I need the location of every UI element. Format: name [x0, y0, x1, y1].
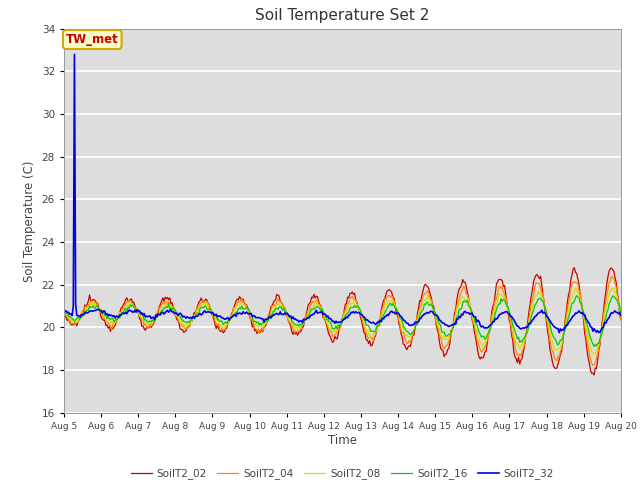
Text: TW_met: TW_met: [66, 33, 118, 46]
SoilT2_04: [617, 316, 625, 322]
SoilT2_04: [607, 273, 615, 279]
SoilT2_08: [566, 300, 573, 306]
SoilT2_02: [570, 265, 578, 271]
SoilT2_04: [469, 320, 477, 326]
SoilT2_16: [60, 307, 68, 313]
SoilT2_32: [470, 314, 478, 320]
SoilT2_04: [589, 362, 596, 368]
SoilT2_16: [469, 313, 477, 319]
SoilT2_04: [399, 331, 406, 336]
SoilT2_32: [556, 330, 563, 336]
SoilT2_16: [590, 343, 598, 349]
SoilT2_08: [60, 309, 68, 314]
SoilT2_16: [295, 323, 303, 329]
SoilT2_32: [399, 317, 407, 323]
SoilT2_32: [70, 51, 78, 57]
SoilT2_02: [60, 310, 68, 316]
SoilT2_04: [234, 300, 241, 305]
SoilT2_16: [399, 318, 406, 324]
SoilT2_16: [617, 309, 625, 315]
Line: SoilT2_02: SoilT2_02: [64, 268, 621, 375]
Y-axis label: Soil Temperature (C): Soil Temperature (C): [23, 160, 36, 282]
SoilT2_08: [617, 311, 625, 317]
SoilT2_02: [295, 330, 303, 336]
SoilT2_02: [617, 317, 625, 323]
SoilT2_02: [372, 333, 380, 338]
SoilT2_32: [373, 321, 381, 326]
Line: SoilT2_04: SoilT2_04: [64, 276, 621, 365]
Line: SoilT2_08: SoilT2_08: [64, 288, 621, 355]
SoilT2_16: [234, 309, 241, 314]
SoilT2_08: [372, 329, 380, 335]
SoilT2_02: [566, 288, 573, 293]
SoilT2_08: [590, 352, 598, 358]
SoilT2_02: [469, 320, 477, 326]
SoilT2_16: [372, 328, 380, 334]
SoilT2_08: [234, 303, 241, 309]
SoilT2_04: [295, 328, 303, 334]
Line: SoilT2_16: SoilT2_16: [64, 296, 621, 346]
SoilT2_08: [295, 324, 303, 329]
SoilT2_02: [590, 372, 598, 378]
Line: SoilT2_32: SoilT2_32: [64, 54, 621, 333]
X-axis label: Time: Time: [328, 433, 357, 446]
SoilT2_32: [296, 318, 304, 324]
SoilT2_32: [568, 315, 576, 321]
SoilT2_02: [234, 296, 241, 302]
SoilT2_04: [566, 293, 573, 299]
SoilT2_02: [399, 335, 406, 340]
SoilT2_32: [234, 311, 242, 316]
SoilT2_32: [617, 312, 625, 318]
Title: Soil Temperature Set 2: Soil Temperature Set 2: [255, 9, 429, 24]
Legend: SoilT2_02, SoilT2_04, SoilT2_08, SoilT2_16, SoilT2_32: SoilT2_02, SoilT2_04, SoilT2_08, SoilT2_…: [127, 464, 558, 480]
SoilT2_08: [399, 324, 406, 330]
SoilT2_04: [372, 332, 380, 337]
SoilT2_32: [60, 308, 68, 313]
SoilT2_08: [469, 316, 477, 322]
SoilT2_16: [573, 293, 580, 299]
SoilT2_08: [609, 285, 616, 291]
SoilT2_04: [60, 306, 68, 312]
SoilT2_16: [566, 311, 573, 316]
